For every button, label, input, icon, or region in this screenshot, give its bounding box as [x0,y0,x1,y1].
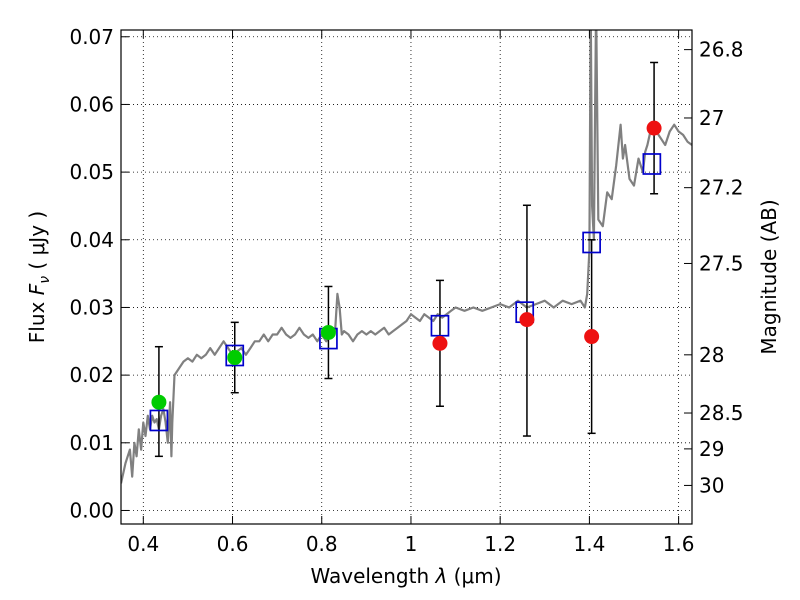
plot-frame [120,29,693,525]
magnitude-tick-label: 27 [699,106,724,130]
magnitude-tick-label: 28.5 [699,401,744,425]
model-box-marker [225,344,245,367]
magnitude-axis-label: Magnitude (AB) [757,199,781,354]
magnitude-tick-label: 30 [699,473,724,497]
spectrum-line-group [121,30,692,484]
y-tick-label: 0.02 [69,363,114,387]
model-box-marker [149,409,169,432]
y-tick-label: 0.07 [69,25,114,49]
y-tick-label: 0.05 [69,160,114,184]
y-tick-label: 0.04 [69,228,114,252]
x-tick-label: 0.8 [306,532,338,556]
y-axis-label: Flux Fν ( μJy ) [25,211,53,343]
y-tick-label: 0.00 [69,498,114,522]
red-data-point [432,335,448,351]
model-box-marker [430,314,450,337]
x-tick-label: 1.6 [663,532,695,556]
magnitude-tick-label: 26.8 [699,38,744,62]
x-axis-label: Wavelength λ (μm) [310,564,501,588]
x-tick-label: 0.6 [217,532,249,556]
green-data-point [151,394,167,410]
red-data-point [519,312,535,328]
spectrum-line [121,30,692,484]
x-tick-label: 1.2 [484,532,516,556]
errorbars [154,61,659,458]
x-tick-label: 0.4 [127,532,159,556]
x-tick-label: 1.4 [573,532,605,556]
green-data-point [320,324,336,340]
y-tick-label: 0.03 [69,295,114,319]
photometry-points [151,120,662,410]
magnitude-axis-ticks: 26.8 27 27.2 27.5 28 28.5 29 30 [684,38,744,497]
x-tick-label: 1 [405,532,418,556]
y-axis-ticks: 0.00 0.01 0.02 0.03 0.04 0.05 0.06 0.07 [69,25,129,522]
magnitude-tick-label: 27.2 [699,176,744,200]
y-tick-label: 0.06 [69,92,114,116]
x-axis-ticks: 0.4 0.6 0.8 1 1.2 1.4 1.6 [127,30,695,556]
red-data-point [584,329,600,345]
model-box-marker [582,231,601,254]
y-tick-label: 0.01 [69,431,114,455]
red-data-point [646,120,662,136]
magnitude-tick-label: 29 [699,437,724,461]
model-box-marker [642,153,662,175]
model-boxes [149,153,662,432]
grid-lines [121,30,692,524]
magnitude-tick-label: 28 [699,343,724,367]
green-data-point [227,350,243,366]
magnitude-tick-label: 27.5 [699,251,744,275]
